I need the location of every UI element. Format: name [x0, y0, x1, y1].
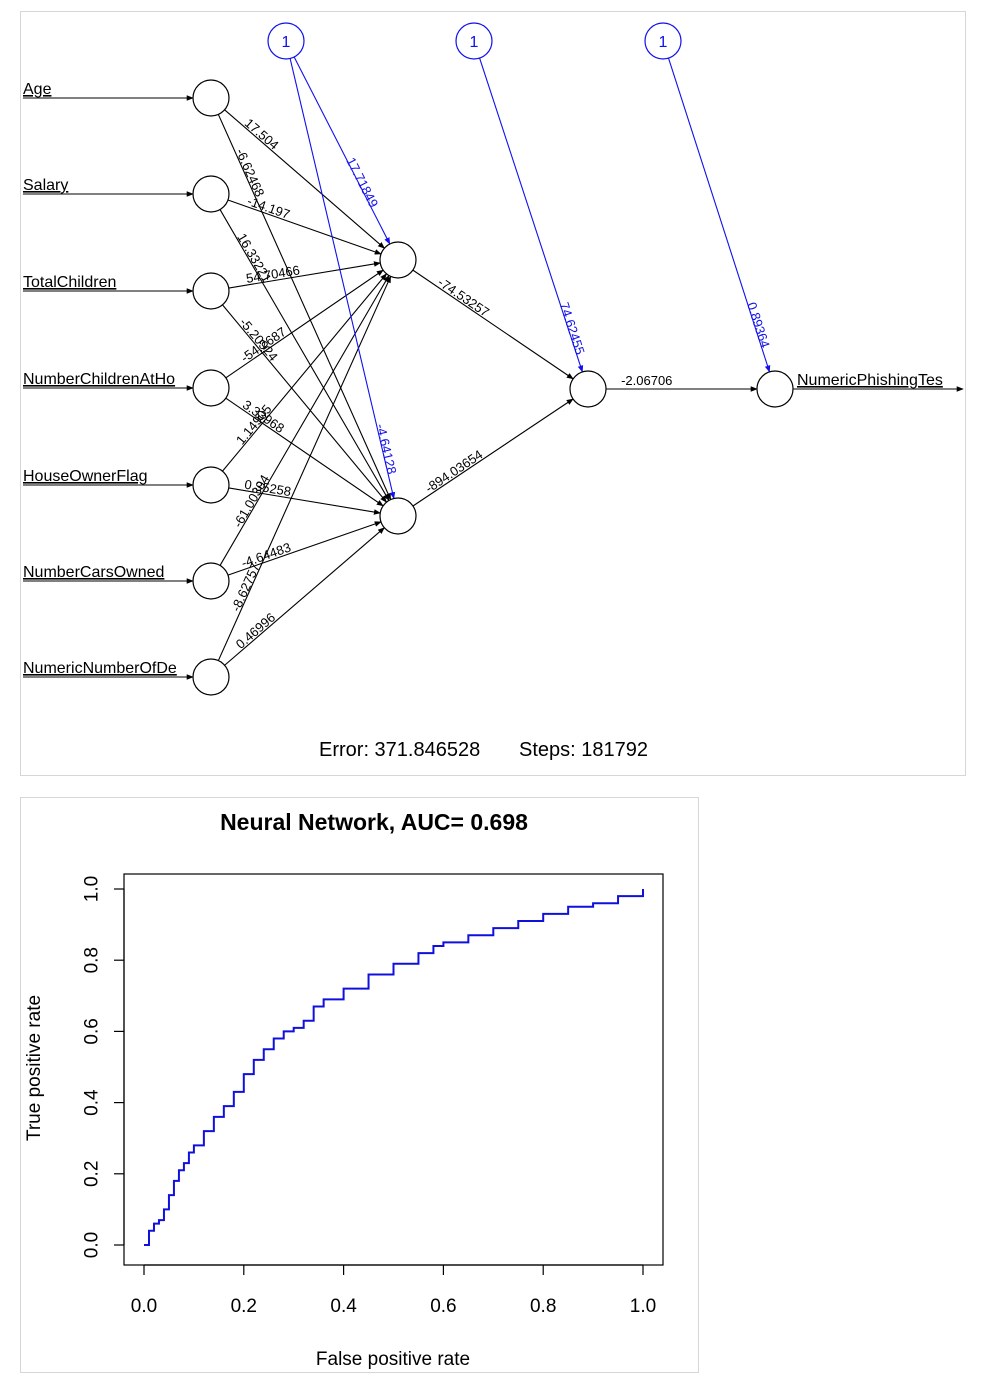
network-plot: 1 1 1 Age Salary TotalChildren NumberChildren… — [23, 22, 964, 761]
output-node — [756, 370, 794, 408]
bias-node — [455, 22, 493, 60]
input-label: HouseOwnerFlag — [23, 468, 148, 485]
edge-input-h2 — [224, 527, 385, 666]
input-node — [192, 272, 230, 310]
edge-input-h1 — [219, 274, 390, 566]
x-tick-label: 1.0 — [630, 1296, 656, 1317]
bias-node-label: 1 — [659, 34, 668, 51]
input-label: NumberChildrenAtHo — [23, 371, 175, 388]
y-tick-label: 0.0 — [82, 1232, 103, 1258]
output-layer-node — [569, 370, 607, 408]
input-node — [192, 466, 230, 504]
x-axis-label: False positive rate — [316, 1349, 470, 1370]
weight-label-h1: -14.197 — [245, 193, 292, 222]
input-label: Salary — [23, 177, 68, 194]
bias-weight-o1: 74.62455 — [557, 300, 588, 356]
y-tick-label: 0.4 — [82, 1089, 103, 1116]
edge-input-h1 — [222, 273, 387, 472]
edge-input-h2 — [228, 487, 381, 515]
input-node — [192, 562, 230, 600]
weight-label-h1: -8.62757 — [228, 561, 263, 614]
edge-h2-o1 — [412, 398, 574, 507]
weight-label-h2: 0.46996 — [233, 610, 278, 652]
hidden-node — [379, 241, 417, 279]
roc-curve — [144, 889, 644, 1246]
output-label: NumericPhishingTes — [797, 372, 943, 389]
edge-input-h2 — [227, 521, 382, 576]
x-tick-label: 0.0 — [131, 1296, 157, 1317]
x-tick-label: 0.6 — [430, 1296, 456, 1317]
y-tick-label: 0.2 — [82, 1161, 103, 1187]
y-tick-label: 0.6 — [82, 1018, 103, 1044]
bias-node — [644, 22, 682, 60]
bias-node-label: 1 — [282, 34, 291, 51]
edge-input-h1 — [217, 275, 392, 661]
edge-input-h1 — [224, 109, 385, 249]
bias-node-label: 1 — [470, 34, 479, 51]
input-node — [192, 658, 230, 696]
bias-weight-h1: 17.71849 — [343, 155, 381, 210]
hidden-node — [379, 497, 417, 535]
input-node — [192, 369, 230, 407]
edge-input-h2 — [219, 209, 390, 502]
plot-frame — [123, 873, 664, 1266]
bias-edge-h1 — [291, 53, 391, 245]
edge-input-h2 — [217, 114, 392, 501]
bias-edge-h2 — [288, 54, 396, 500]
bias-weight-h2: -4.64128 — [373, 422, 399, 475]
chart-title: Neural Network, AUC= 0.698 — [220, 809, 528, 835]
edge-input-h2 — [222, 304, 387, 503]
bias-weight-out: 0.89364 — [744, 300, 773, 349]
y-axis-label: True positive rate — [24, 995, 45, 1141]
input-label: Age — [23, 81, 52, 98]
weight-label-h2-o1: -894.03654 — [422, 447, 485, 496]
bias-node — [267, 22, 305, 60]
neural-network-diagram: 1 1 1 Age Salary TotalChildren NumberChildren… — [20, 11, 966, 776]
y-tick-label: 0.8 — [82, 947, 103, 973]
roc-plot: Neural Network, AUC= 0.698 0.0 0.2 0.4 0.6 0… — [24, 809, 664, 1370]
input-label: NumberCarsOwned — [23, 564, 164, 581]
input-node — [192, 79, 230, 117]
weight-label-h1-o1: -74.53257 — [435, 274, 492, 319]
edge-input-h2 — [225, 397, 384, 507]
input-label: TotalChildren — [23, 274, 116, 291]
weight-label-h2: -6.62468 — [233, 146, 268, 199]
x-tick-label: 0.4 — [330, 1296, 357, 1317]
edge-h1-o1 — [412, 269, 574, 380]
input-label: NumericNumberOfDe — [23, 660, 177, 677]
x-tick-label: 0.2 — [231, 1296, 257, 1317]
edge-input-h1 — [227, 199, 382, 255]
weight-label-o1-out: -2.06706 — [621, 373, 672, 388]
bias-edge-out — [666, 54, 771, 373]
roc-chart: Neural Network, AUC= 0.698 0.0 0.2 0.4 0.6 0… — [20, 797, 699, 1373]
input-node — [192, 175, 230, 213]
edge-input-h1 — [228, 261, 381, 289]
edge-input-h1 — [225, 269, 384, 379]
x-tick-label: 0.8 — [530, 1296, 556, 1317]
steps-readout: Steps: 181792 — [519, 739, 648, 761]
y-tick-label: 1.0 — [82, 876, 103, 902]
bias-edge-o1 — [477, 54, 584, 373]
error-readout: Error: 371.846528 — [319, 739, 480, 761]
